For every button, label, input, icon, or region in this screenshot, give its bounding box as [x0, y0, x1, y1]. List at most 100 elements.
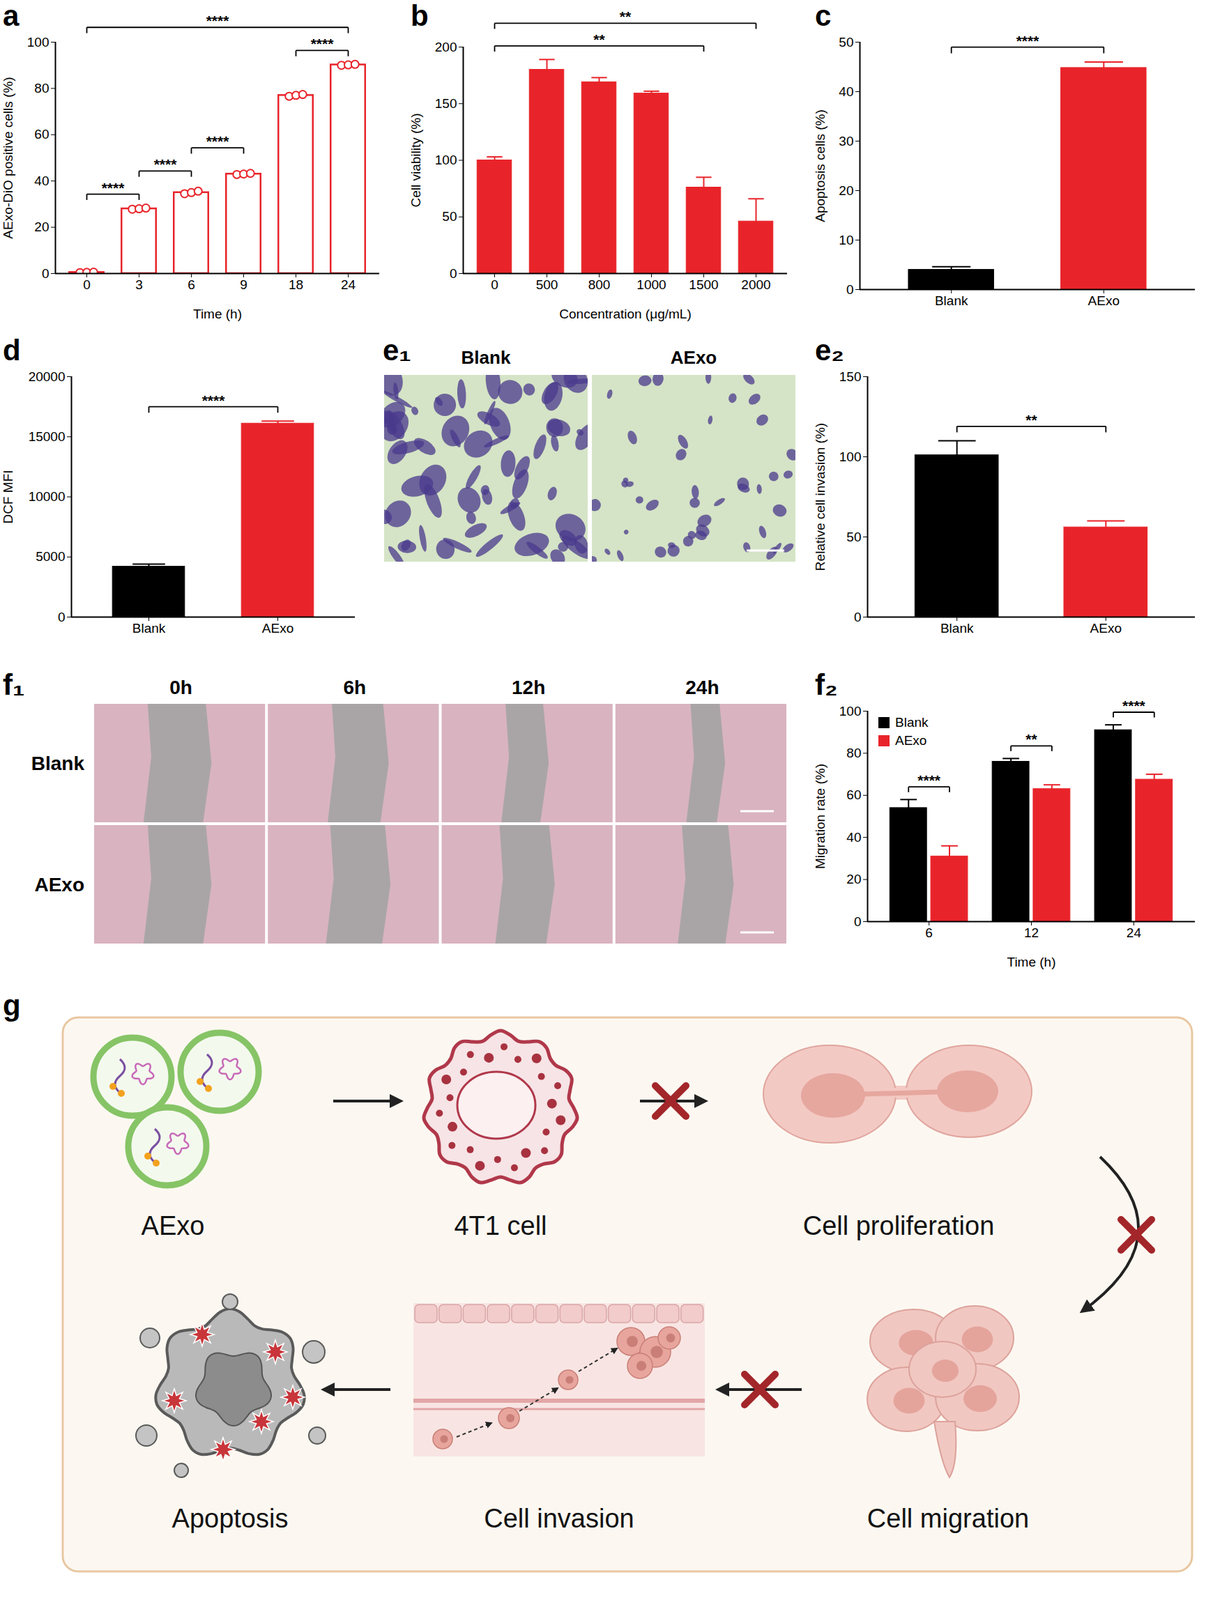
svg-text:200: 200 — [435, 39, 458, 55]
svg-text:AExo: AExo — [1088, 293, 1120, 309]
svg-text:Blank: Blank — [934, 293, 969, 309]
svg-text:Apoptosis cells (%): Apoptosis cells (%) — [812, 109, 828, 223]
svg-text:****: **** — [310, 35, 335, 52]
svg-text:Time (h): Time (h) — [1006, 955, 1056, 970]
svg-text:20: 20 — [838, 183, 854, 198]
svg-text:0h: 0h — [169, 676, 193, 699]
svg-text:800: 800 — [588, 277, 611, 293]
svg-text:****: **** — [1016, 32, 1041, 49]
svg-text:Cell proliferation: Cell proliferation — [803, 1211, 995, 1241]
svg-text:5000: 5000 — [35, 549, 65, 564]
html-text:d: d — [2, 333, 21, 367]
html-text:f₁: f₁ — [2, 668, 25, 702]
svg-text:12h: 12h — [511, 676, 546, 699]
html-text:b: b — [410, 0, 429, 33]
svg-text:6h: 6h — [343, 676, 367, 699]
svg-text:6: 6 — [925, 925, 933, 941]
svg-text:20: 20 — [846, 872, 861, 887]
svg-text:15000: 15000 — [28, 429, 66, 445]
svg-text:0: 0 — [846, 282, 854, 297]
svg-text:Cell migration: Cell migration — [867, 1504, 1029, 1534]
svg-text:20000: 20000 — [28, 369, 66, 385]
svg-text:**: ** — [1025, 412, 1038, 429]
svg-text:0: 0 — [490, 277, 499, 293]
svg-text:Blank: Blank — [940, 621, 974, 636]
svg-text:AExo: AExo — [141, 1211, 205, 1241]
svg-text:6: 6 — [187, 277, 196, 293]
html-text:f₂: f₂ — [814, 668, 838, 702]
svg-text:40: 40 — [838, 84, 854, 99]
svg-text:30: 30 — [838, 133, 854, 149]
svg-text:150: 150 — [839, 369, 862, 385]
svg-text:****: **** — [1122, 697, 1147, 714]
svg-text:Blank: Blank — [461, 347, 511, 369]
svg-text:AExo: AExo — [670, 347, 717, 369]
svg-text:**: ** — [619, 8, 632, 25]
svg-text:Migration rate (%): Migration rate (%) — [812, 764, 828, 870]
svg-text:100: 100 — [435, 152, 458, 168]
svg-text:**: ** — [1025, 731, 1038, 748]
svg-text:Relative cell invasion (%): Relative cell invasion (%) — [812, 423, 828, 571]
svg-text:40: 40 — [846, 830, 861, 845]
svg-text:24: 24 — [1126, 925, 1142, 941]
svg-text:Time (h): Time (h) — [193, 306, 242, 322]
svg-text:80: 80 — [34, 80, 49, 96]
svg-text:1000: 1000 — [636, 277, 666, 293]
svg-text:50: 50 — [441, 209, 457, 224]
svg-text:500: 500 — [536, 277, 559, 293]
svg-text:Blank: Blank — [132, 621, 166, 636]
svg-text:60: 60 — [846, 787, 861, 803]
svg-text:0: 0 — [57, 609, 66, 625]
svg-text:****: **** — [206, 12, 231, 29]
svg-text:100: 100 — [27, 34, 50, 50]
svg-text:3: 3 — [135, 277, 143, 293]
svg-text:100: 100 — [839, 704, 862, 719]
svg-text:40: 40 — [34, 173, 49, 189]
svg-text:150: 150 — [435, 96, 458, 111]
html-text:Blank: Blank — [895, 715, 929, 730]
svg-text:Blank: Blank — [31, 752, 86, 775]
svg-text:1500: 1500 — [688, 277, 719, 293]
svg-text:DCF MFI: DCF MFI — [0, 469, 16, 524]
html-text:c: c — [814, 0, 832, 33]
svg-text:18: 18 — [288, 277, 304, 293]
svg-text:100: 100 — [839, 449, 862, 465]
svg-text:****: **** — [202, 392, 226, 409]
svg-text:****: **** — [101, 179, 126, 196]
svg-text:2000: 2000 — [741, 277, 771, 293]
svg-text:AExo: AExo — [1090, 621, 1122, 636]
svg-text:0: 0 — [853, 609, 862, 625]
svg-text:****: **** — [917, 772, 942, 789]
svg-text:10: 10 — [838, 232, 854, 248]
svg-text:0: 0 — [853, 914, 862, 930]
svg-text:50: 50 — [838, 34, 854, 50]
svg-text:****: **** — [154, 156, 178, 173]
html-text:AExo: AExo — [895, 733, 927, 749]
svg-text:50: 50 — [846, 529, 861, 545]
svg-text:Concentration (μg/mL): Concentration (μg/mL) — [559, 306, 691, 322]
svg-text:60: 60 — [34, 126, 49, 142]
html-text:a: a — [2, 0, 20, 33]
html-text:g: g — [2, 989, 21, 1022]
svg-text:12: 12 — [1024, 925, 1039, 941]
svg-text:0: 0 — [449, 266, 458, 281]
svg-text:AExo-DiO positive cells (%): AExo-DiO positive cells (%) — [0, 76, 16, 239]
svg-text:AExo: AExo — [34, 874, 85, 896]
svg-text:24h: 24h — [685, 676, 719, 699]
svg-text:Apoptosis: Apoptosis — [172, 1504, 289, 1534]
svg-text:**: ** — [593, 31, 606, 48]
svg-text:Cell viability (%): Cell viability (%) — [408, 112, 424, 208]
svg-text:Cell invasion: Cell invasion — [483, 1504, 634, 1534]
svg-text:****: **** — [206, 133, 231, 150]
svg-text:10000: 10000 — [28, 489, 66, 505]
svg-text:0: 0 — [41, 266, 50, 281]
svg-text:9: 9 — [239, 277, 248, 293]
html-text:e₂: e₂ — [814, 333, 845, 367]
svg-text:20: 20 — [34, 219, 49, 235]
svg-text:24: 24 — [340, 277, 357, 293]
html-text:e₁: e₁ — [382, 333, 412, 367]
svg-text:80: 80 — [846, 745, 861, 761]
svg-text:0: 0 — [82, 277, 91, 293]
svg-text:AExo: AExo — [262, 621, 294, 636]
svg-text:4T1 cell: 4T1 cell — [453, 1211, 547, 1241]
